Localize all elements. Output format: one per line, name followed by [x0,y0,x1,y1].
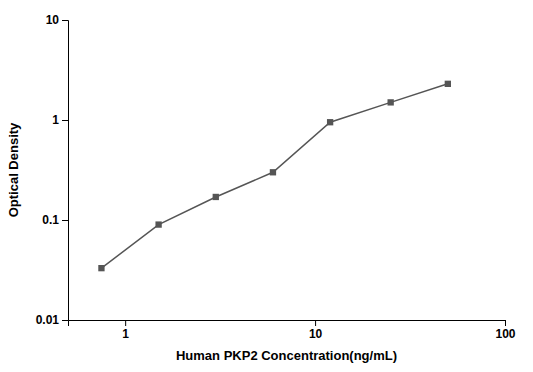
data [98,81,451,272]
tick: 100 [495,320,515,341]
tick-label: 10 [309,327,323,341]
x-axis-title: Human PKP2 Concentration(ng/mL) [176,348,397,363]
marker [387,99,393,105]
axis-line [62,21,69,321]
tick: 0.1 [42,213,68,227]
x-axis: 1 10 100 [69,320,516,341]
axis-line [69,321,506,327]
tick-mark [315,320,316,326]
tick-label: 10 [46,13,60,27]
y-axis-title: Optical Density [6,122,21,217]
tick-mark [505,320,506,326]
tick-mark [62,120,68,121]
tick: 1 [122,320,129,341]
marker [213,194,219,200]
plot: 1 10 100 0.01 0.1 1 10 [36,13,516,340]
marker [445,81,451,87]
tick-label: 1 [122,327,129,341]
tick: 0.01 [36,313,68,327]
chart: 1 10 100 0.01 0.1 1 10 Human PKP2 Concentration… [0,0,533,372]
marker [155,221,161,227]
tick-mark [62,20,68,21]
tick-mark [62,220,68,221]
tick-label: 1 [52,113,59,127]
marker [98,265,104,271]
tick-label: 0.01 [36,313,60,327]
tick: 1 [52,113,68,127]
line [101,84,447,268]
tick-label: 0.1 [42,213,59,227]
marker [327,119,333,125]
tick-mark [125,320,126,326]
marker [270,169,276,175]
tick: 10 [46,13,68,27]
y-axis: 0.01 0.1 1 10 [36,13,69,327]
tick-label: 100 [495,327,515,341]
tick-mark [62,320,68,321]
tick: 10 [309,320,323,341]
